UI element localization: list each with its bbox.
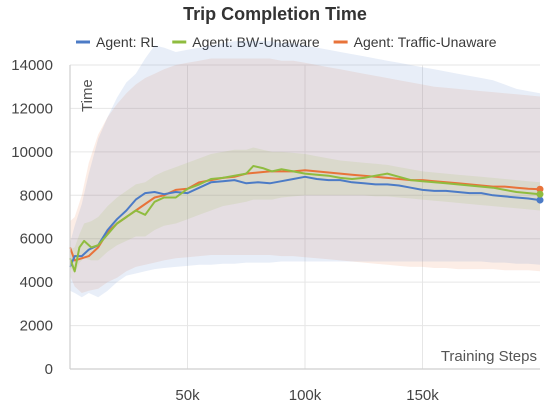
x-tick-label: 100k xyxy=(289,387,322,404)
x-tick-label: 150k xyxy=(406,387,439,404)
legend-label: Agent: RL xyxy=(96,34,158,50)
endpoint-agent-bw-unaware xyxy=(536,190,544,198)
line-agent-rl xyxy=(69,175,541,268)
legend: Agent: RL Agent: BW-Unaware Agent: Traffic… xyxy=(76,34,497,50)
axes xyxy=(69,65,540,370)
x-tick-label: 50k xyxy=(175,387,200,404)
series-endpoints xyxy=(536,185,544,204)
confidence-bands xyxy=(70,41,540,298)
y-tick-label: 10000 xyxy=(11,144,53,161)
legend-item: Agent: BW-Unaware xyxy=(172,34,320,50)
y-tick-label: 6000 xyxy=(20,231,53,248)
chart-title: Trip Completion Time xyxy=(183,4,367,24)
legend-label: Agent: Traffic-Unaware xyxy=(354,34,497,50)
legend-item: Agent: Traffic-Unaware xyxy=(333,34,497,50)
endpoint-agent-traffic-unaware xyxy=(536,185,544,193)
y-tick-label: 14000 xyxy=(11,57,53,74)
y-axis-label: Time xyxy=(79,79,96,112)
legend-label: Agent: BW-Unaware xyxy=(192,34,320,50)
y-tick-label: 2000 xyxy=(20,318,53,335)
y-tick-label: 8000 xyxy=(20,187,53,204)
y-tick-label: 0 xyxy=(45,361,53,378)
series-lines xyxy=(69,165,541,273)
legend-item: Agent: RL xyxy=(76,34,158,50)
x-tick-labels: 50k 100k 150k xyxy=(175,387,439,404)
y-tick-label: 4000 xyxy=(20,274,53,291)
grid xyxy=(70,64,540,369)
line-agent-bw-unaware xyxy=(69,165,541,273)
endpoint-agent-rl xyxy=(536,196,544,204)
x-axis-label: Training Steps xyxy=(441,348,537,365)
band-agent-traffic-unaware xyxy=(70,58,540,293)
y-tick-labels: 0 2000 4000 6000 8000 10000 12000 14000 xyxy=(11,57,53,378)
band-agent-rl xyxy=(70,41,540,298)
band-agent-bw-unaware xyxy=(70,147,540,274)
y-tick-label: 12000 xyxy=(11,100,53,117)
